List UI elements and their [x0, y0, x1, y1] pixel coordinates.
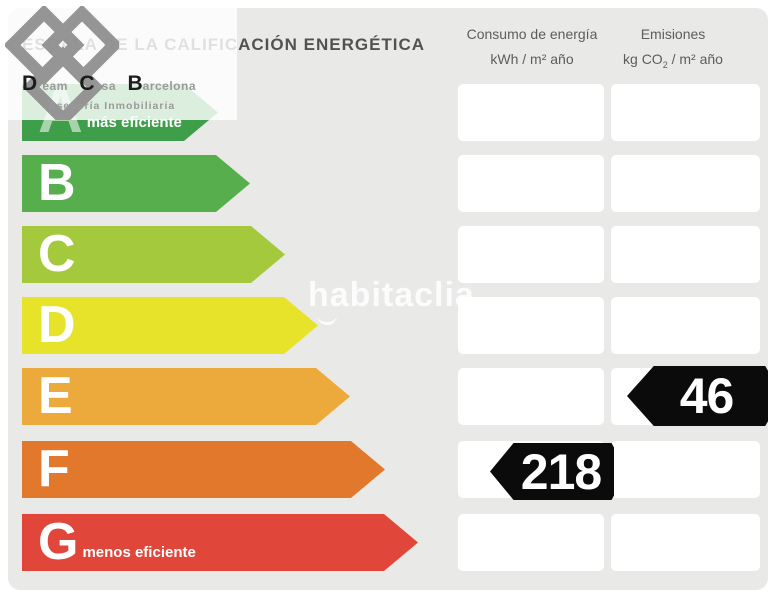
emisiones-unit-suffix: / m² año	[667, 51, 723, 67]
habitaclia-watermark-text: habitaclia	[308, 276, 475, 314]
rating-letter-g: G	[38, 512, 79, 571]
rating-letter-d: D	[38, 295, 76, 354]
rating-letter-c: C	[38, 224, 76, 283]
rating-row-g: G menos eficiente	[8, 514, 768, 571]
consumo-value-badge: 218	[490, 443, 614, 500]
emisiones-cell-f	[611, 441, 760, 498]
consumo-header-unit: kWh / m² año	[490, 51, 574, 67]
rating-letter-b: B	[38, 153, 76, 212]
consumo-cell-g	[458, 514, 604, 571]
rating-arrow-e: E	[22, 368, 350, 425]
consumo-header-title: Consumo de energía	[466, 26, 598, 42]
emisiones-unit-subscript: 2	[662, 59, 668, 70]
rating-row-c: C	[8, 226, 768, 283]
agency-name: Dream Casa Barcelona	[22, 72, 196, 96]
rating-row-f: F	[8, 441, 768, 498]
agency-word-casa: asa	[94, 79, 117, 93]
emisiones-cell-b	[611, 155, 760, 212]
least-efficient-label: menos eficiente	[82, 544, 196, 561]
agency-subtitle: Asesoría Inmobiliaria	[48, 100, 176, 112]
habitaclia-smile-icon	[317, 313, 337, 325]
rating-arrow-d: D	[22, 297, 318, 354]
consumo-value: 218	[520, 443, 602, 500]
emisiones-unit-prefix: kg CO	[623, 51, 663, 67]
consumo-cell-e	[458, 368, 604, 425]
rating-row-d: D	[8, 297, 768, 354]
emisiones-column-header: Emisiones kg CO2 / m² año	[594, 26, 752, 70]
emisiones-cell-c	[611, 226, 760, 283]
consumo-cell-b	[458, 155, 604, 212]
rating-arrow-f: F	[22, 441, 385, 498]
rating-letter-f: F	[38, 439, 70, 498]
certificate-panel: ESCALA DE LA CALIFICACIÓN ENERGÉTICA Con…	[8, 8, 768, 590]
agency-initial-b: B	[127, 72, 143, 95]
consumo-cell-c	[458, 226, 604, 283]
agency-initial-d: D	[22, 72, 38, 95]
agency-word-barcelona: arcelona	[142, 79, 196, 93]
agency-word-dream: ream	[37, 79, 68, 93]
consumo-cell-a	[458, 84, 604, 141]
emisiones-cell-g	[611, 514, 760, 571]
rating-letter-e: E	[38, 366, 73, 425]
consumo-cell-d	[458, 297, 604, 354]
agency-logo-watermark: Dream Casa Barcelona Asesoría Inmobiliar…	[5, 6, 237, 120]
emisiones-cell-d	[611, 297, 760, 354]
emisiones-cell-a	[611, 84, 760, 141]
rating-arrow-b: B	[22, 155, 250, 212]
emisiones-header-unit: kg CO2 / m² año	[594, 51, 752, 70]
rating-arrow-c: C	[22, 226, 285, 283]
habitaclia-watermark: habitaclia	[308, 276, 475, 325]
emisiones-header-title: Emisiones	[640, 26, 706, 42]
emisiones-value: 46	[679, 368, 735, 424]
consumo-column-header: Consumo de energía kWh / m² año	[448, 26, 616, 67]
interlocking-diamonds-logo-icon	[5, 6, 119, 120]
rating-arrow-g: G menos eficiente	[22, 514, 418, 571]
emisiones-value-badge: 46	[627, 366, 768, 426]
agency-initial-c: C	[79, 72, 95, 95]
rating-row-b: B	[8, 155, 768, 212]
